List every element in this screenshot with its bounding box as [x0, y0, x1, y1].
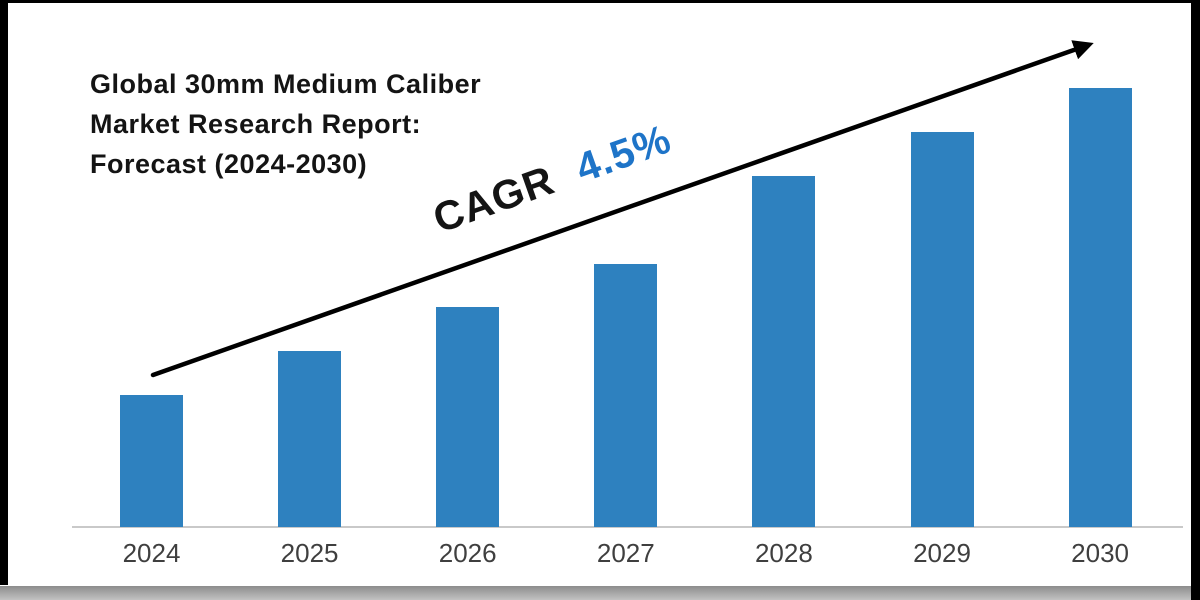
chart-title-line-2: Market Research Report:	[90, 109, 422, 139]
bar-2027	[594, 264, 658, 527]
bar-2026	[436, 307, 500, 527]
bar-2030	[1068, 88, 1132, 527]
x-tick-label-2029: 2029	[913, 538, 971, 568]
frame-right-border	[1191, 0, 1200, 600]
x-axis-line	[72, 526, 1183, 528]
x-tick-label-2024: 2024	[122, 538, 181, 568]
x-tick-label-2028: 2028	[754, 538, 813, 568]
chart-title-line-1: Global 30mm Medium Caliber	[90, 69, 482, 99]
chart-title-line-3: Forecast (2024-2030)	[90, 149, 368, 179]
frame-top-border	[0, 0, 1200, 3]
bar-2028	[752, 176, 816, 527]
chart-title: Global 30mm Medium Caliber Market Resear…	[90, 64, 481, 184]
x-tick-label-2030: 2030	[1071, 538, 1130, 568]
bar-2024	[120, 395, 183, 527]
cagr-value: 4.5%	[569, 115, 677, 192]
bar-2025	[278, 351, 342, 527]
bar-2029	[910, 132, 974, 527]
x-tick-label-2025: 2025	[280, 538, 339, 568]
x-tick-label-2026: 2026	[438, 538, 497, 568]
frame-bottom-shadow	[0, 586, 1191, 600]
frame-left-border	[0, 0, 8, 585]
x-tick-label-2027: 2027	[596, 538, 655, 568]
